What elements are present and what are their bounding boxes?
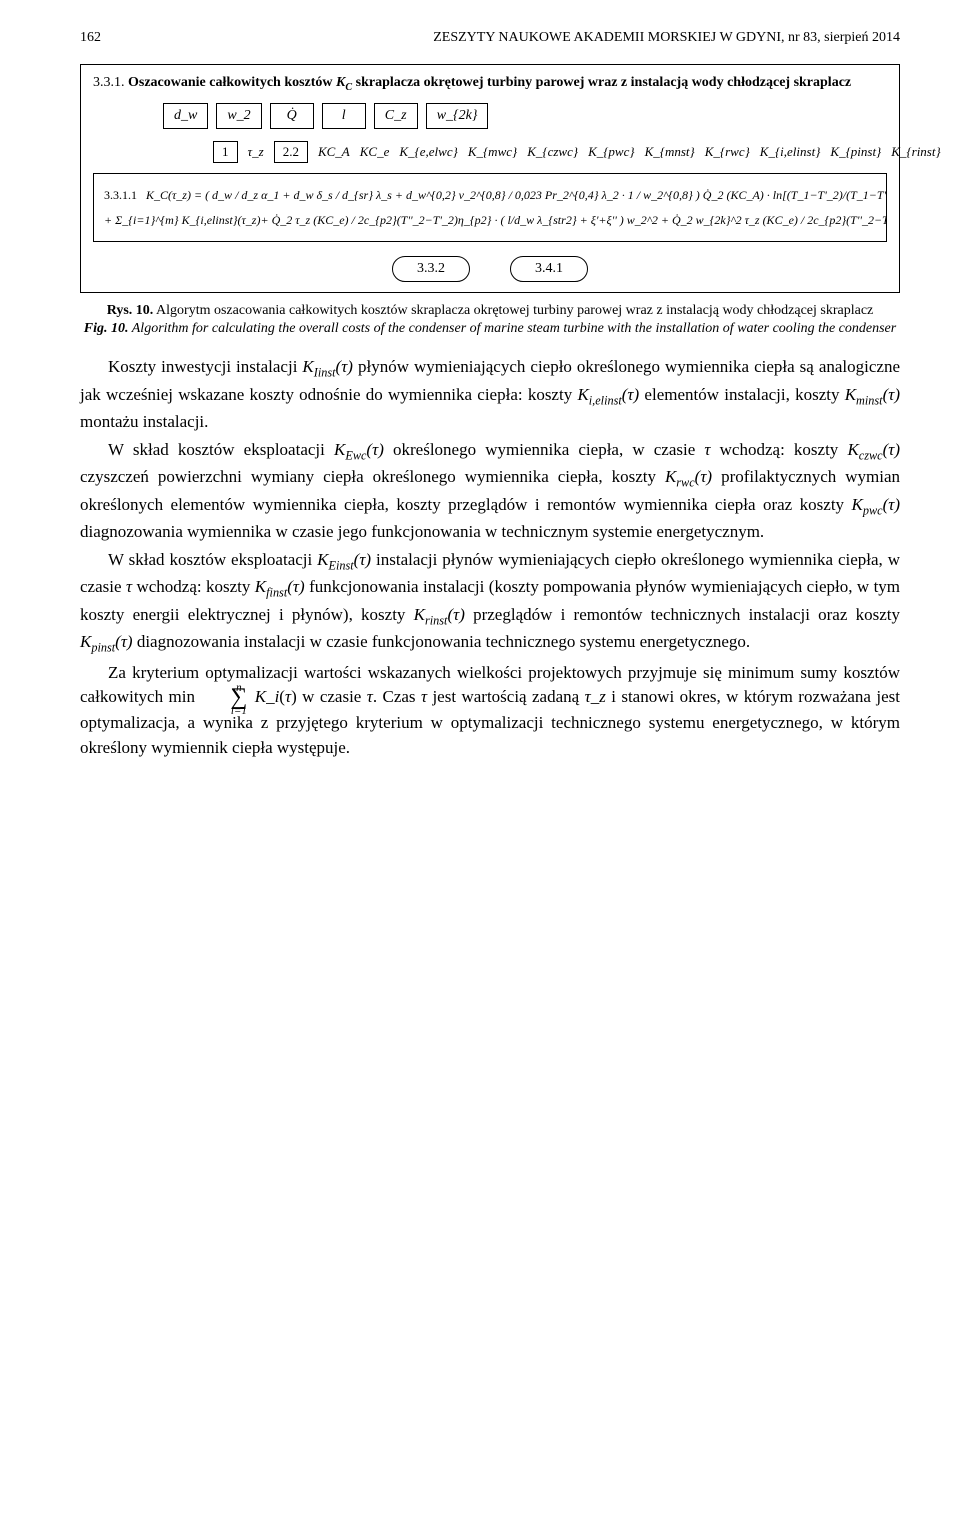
sum-symbol: n ∑ i=1 — [202, 686, 247, 712]
mid-sym-8: K_{i,elinst} — [760, 144, 821, 160]
figure-title-var: K — [336, 75, 345, 90]
K-pinst: Kpinst(τ) — [80, 632, 133, 651]
mid-sym-10: K_{rinst} — [891, 144, 940, 160]
mid-sym-6: K_{mnst} — [645, 144, 695, 160]
mid-tau: τ_z — [248, 144, 264, 160]
K-Iinst: KIinst(τ) — [302, 357, 353, 376]
p4b: w czasie — [302, 687, 367, 706]
p2d: czyszczeń powierzchni wymiany ciepła okr… — [80, 467, 665, 486]
figure-section-num: 3.3.1. — [93, 75, 125, 90]
K-minst: Kminst(τ) — [845, 385, 900, 404]
journal-title: ZESZYTY NAUKOWE AKADEMII MORSKIEJ W GDYN… — [433, 30, 900, 46]
caption-en: Fig. 10. Algorithm for calculating the o… — [80, 321, 900, 337]
p3e: przeglądów i remontów technicznych insta… — [473, 605, 900, 624]
K-rinst: Krinst(τ) — [414, 605, 465, 624]
tau-1: τ — [704, 440, 710, 459]
var-cell-q: Q̇ — [270, 103, 314, 129]
p4c: . Czas — [373, 687, 421, 706]
figure-box-title: 3.3.1. Oszacowanie całkowitych kosztów K… — [93, 75, 887, 93]
para-4: Za kryterium optymalizacji wartości wska… — [80, 661, 900, 761]
caption-pl-label: Rys. 10. — [107, 303, 154, 318]
eq-1: K_C(τ_z) = ( d_w / d_z α_1 + d_w δ_s / d… — [146, 188, 887, 202]
var-cell-w2k: w_{2k} — [426, 103, 489, 129]
K-ielinst: Ki,elinst(τ) — [577, 385, 639, 404]
eq-2: + Σ_{i=1}^{m} K_{i,elinst}(τ_z)+ Q̇_2 τ_… — [104, 213, 887, 227]
mid-twotwo: 2.2 — [274, 141, 308, 163]
figure-mid-row: 1 τ_z 2.2 KC_A KC_e K_{e,elwc} K_{mwc} K… — [213, 141, 887, 163]
K-finst: Kfinst(τ) — [255, 577, 305, 596]
p1a: Koszty inwestycji instalacji — [108, 357, 302, 376]
mid-one: 1 — [213, 141, 238, 163]
eq-line-1: 3.3.1.1 K_C(τ_z) = ( d_w / d_z α_1 + d_w… — [104, 184, 876, 207]
p1c: elementów instalacji, koszty — [644, 385, 844, 404]
mid-sym-3: K_{mwc} — [468, 144, 517, 160]
var-cell-l: l — [322, 103, 366, 129]
var-cell-w2: w_2 — [216, 103, 261, 129]
tau-2: τ — [126, 577, 132, 596]
mid-sym-7: K_{rwc} — [705, 144, 750, 160]
figure-bottom-refs: 3.3.2 3.4.1 — [93, 256, 887, 282]
variable-row: d_w w_2 Q̇ l C_z w_{2k} — [163, 103, 887, 129]
p2c: wchodzą: koszty — [720, 440, 848, 459]
eq-prefix: 3.3.1.1 — [104, 188, 137, 202]
caption-pl-text: Algorytm oszacowania całkowitych kosztów… — [156, 303, 873, 318]
eq-line-2: + Σ_{i=1}^{m} K_{i,elinst}(τ_z)+ Q̇_2 τ_… — [104, 209, 876, 232]
K-pwc: Kpwc(τ) — [852, 495, 901, 514]
K-Einst: KEinst(τ) — [317, 550, 371, 569]
para-2: W skład kosztów eksploatacji KEwc(τ) okr… — [80, 438, 900, 544]
mid-sym-5: K_{pwc} — [588, 144, 635, 160]
figure-box: 3.3.1. Oszacowanie całkowitych kosztów K… — [80, 64, 900, 293]
caption-en-label: Fig. 10. — [84, 321, 129, 336]
p2b: określonego wymiennika ciepła, w czasie — [393, 440, 704, 459]
p4d: jest wartością zadaną — [432, 687, 584, 706]
figure-title-b: skraplacza okrętowej turbiny parowej wra… — [352, 75, 851, 90]
p3c: wchodzą: koszty — [136, 577, 254, 596]
mid-sym-2: K_{e,elwc} — [399, 144, 457, 160]
K-rwc: Krwc(τ) — [665, 467, 712, 486]
var-cell-cz: C_z — [374, 103, 418, 129]
ref-oval-341: 3.4.1 — [510, 256, 588, 282]
tau-4: τ — [421, 687, 427, 706]
body-text: Koszty inwestycji instalacji KIinst(τ) p… — [80, 355, 900, 760]
figure-title-a: Oszacowanie całkowitych kosztów — [128, 75, 336, 90]
equation-box: 3.3.1.1 K_C(τ_z) = ( d_w / d_z α_1 + d_w… — [93, 173, 887, 243]
var-cell-dw: d_w — [163, 103, 208, 129]
mid-sym-9: K_{pinst} — [830, 144, 881, 160]
p1d: montażu instalacji. — [80, 412, 208, 431]
tauz: τ_z — [585, 687, 606, 706]
min-expr: min n ∑ i=1 K_i(τ) — [169, 687, 303, 706]
caption-en-text: Algorithm for calculating the overall co… — [132, 321, 896, 336]
K-czwc: Kczwc(τ) — [847, 440, 900, 459]
mid-sym-4: K_{czwc} — [527, 144, 578, 160]
p2a: W skład kosztów eksploatacji — [108, 440, 334, 459]
page-number: 162 — [80, 30, 101, 46]
para-1: Koszty inwestycji instalacji KIinst(τ) p… — [80, 355, 900, 434]
mid-sym-0: KC_A — [318, 144, 350, 160]
p3f: diagnozowania instalacji w czasie funkcj… — [137, 632, 750, 651]
para-3: W skład kosztów eksploatacji KEinst(τ) i… — [80, 548, 900, 657]
caption-pl: Rys. 10. Algorytm oszacowania całkowityc… — [80, 303, 900, 319]
K-Ewc: KEwc(τ) — [334, 440, 384, 459]
mid-sym-1: KC_e — [360, 144, 390, 160]
page-header: 162 ZESZYTY NAUKOWE AKADEMII MORSKIEJ W … — [80, 30, 900, 46]
ref-oval-332: 3.3.2 — [392, 256, 470, 282]
p2f: diagnozowania wymiennika w czasie jego f… — [80, 522, 764, 541]
p3a: W skład kosztów eksploatacji — [108, 550, 317, 569]
